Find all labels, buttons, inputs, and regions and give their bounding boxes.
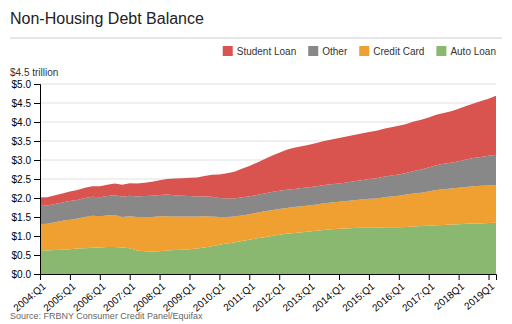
legend-item: Credit Card: [359, 46, 424, 57]
tick-label: 2019Q1: [462, 280, 497, 312]
tick-mark: [369, 274, 370, 280]
tick-label: $1.5: [12, 212, 32, 223]
tick-mark: [399, 274, 400, 280]
tick-label: 2017:Q1: [400, 280, 437, 313]
tick-label: $2.0: [12, 193, 32, 204]
tick-mark: [100, 274, 101, 280]
y-tick: $4.0: [12, 117, 40, 128]
y-tick: $4.5: [12, 98, 40, 109]
legend-label: Other: [322, 46, 348, 57]
grid-line: [40, 84, 496, 85]
tick-mark: [339, 274, 340, 280]
legend-label: Auto Loan: [450, 46, 496, 57]
tick-label: 2004:Q1: [11, 280, 48, 313]
tick-mark: [34, 255, 40, 256]
tick-label: 2006:Q1: [71, 280, 108, 313]
legend-item: Student Loan: [223, 46, 297, 57]
legend-label: Student Loan: [237, 46, 297, 57]
tick-mark: [219, 274, 220, 280]
tick-label: 2009:Q1: [161, 280, 198, 313]
y-label: $4.5 trillion: [10, 67, 58, 78]
x-tick: 2018Q1: [432, 274, 467, 312]
chart: Non-Housing Debt Balance Student Loan Othe…: [0, 0, 512, 324]
tick-label: 2007:Q1: [101, 280, 138, 313]
tick-mark: [34, 103, 40, 104]
tick-mark: [279, 274, 280, 280]
legend-item: Auto Loan: [436, 46, 496, 57]
tick-label: $2.5: [12, 174, 32, 185]
axis-line: [34, 85, 41, 275]
areas: [40, 96, 496, 274]
tick-mark: [34, 217, 40, 218]
x-tick: 2019Q1: [462, 274, 497, 312]
axis-line: [41, 275, 497, 281]
legend-label: Credit Card: [373, 46, 424, 57]
tick-label: $1.0: [12, 231, 32, 242]
tick-mark: [34, 122, 40, 123]
y-tick: $2.5: [12, 174, 40, 185]
tick-mark: [34, 236, 40, 237]
tick-label: $5.0: [12, 79, 32, 90]
tick-label: 2014:Q1: [310, 280, 347, 313]
tick-mark: [190, 274, 191, 280]
x-tick: 2017:Q1: [400, 274, 437, 313]
y-tick: $1.0: [12, 231, 40, 242]
tick-label: 2005:Q1: [41, 280, 78, 313]
y-tick: $3.0: [12, 155, 40, 166]
y-tick: $3.5: [12, 136, 40, 147]
x-axis: 2004:Q12005:Q12006:Q12007:Q12008:Q12009:…: [11, 274, 496, 313]
tick-mark: [309, 274, 310, 280]
tick-mark: [40, 274, 41, 280]
y-tick: $5.0: [12, 79, 40, 90]
y-tick: $1.5: [12, 212, 40, 223]
legend: Student Loan Other Credit Card Auto Loan: [223, 46, 496, 57]
tick-label: $4.5: [12, 98, 32, 109]
tick-label: $0.5: [12, 250, 32, 261]
tick-mark: [34, 141, 40, 142]
tick-label: $3.5: [12, 136, 32, 147]
legend-item: Other: [308, 46, 348, 57]
tick-label: 2008:Q1: [131, 280, 168, 313]
legend-swatch: [436, 46, 446, 56]
tick-mark: [489, 274, 490, 280]
tick-label: $0.0: [12, 269, 32, 280]
tick-mark: [249, 274, 250, 280]
title: Non-Housing Debt Balance: [10, 10, 204, 27]
y-tick: $0.0: [12, 269, 40, 280]
y-axis: $0.0 $0.5 $1.0 $1.5 $2.0 $2.5 $3.0 $3.5 $4.0 $4.5…: [12, 79, 41, 280]
tick-mark: [34, 274, 40, 275]
tick-mark: [160, 274, 161, 280]
plot: $0.0 $0.5 $1.0 $1.5 $2.0 $2.5 $3.0 $3.5 $4.0 $4.5…: [11, 79, 496, 314]
legend-swatch: [308, 46, 318, 56]
y-tick: $2.0: [12, 193, 40, 204]
tick-label: 2018Q1: [432, 280, 467, 312]
tick-mark: [34, 160, 40, 161]
tick-label: 2015:Q1: [340, 280, 377, 313]
grid: [40, 84, 496, 274]
tick-mark: [34, 84, 40, 85]
tick-mark: [34, 179, 40, 180]
tick-label: $3.0: [12, 155, 32, 166]
tick-mark: [459, 274, 460, 280]
tick-label: 2012:Q1: [250, 280, 287, 313]
tick-mark: [130, 274, 131, 280]
tick-label: 2013:Q1: [280, 280, 317, 313]
tick-mark: [34, 198, 40, 199]
legend-swatch: [359, 46, 369, 56]
tick-label: 2016:Q1: [370, 280, 407, 313]
y-tick: $0.5: [12, 250, 40, 261]
source: Source: FRBNY Consumer Credit Panel/Equi…: [10, 311, 203, 321]
tick-label: $4.0: [12, 117, 32, 128]
separator: [10, 38, 502, 39]
area: [40, 96, 496, 206]
tick-label: 2010:Q1: [191, 280, 228, 313]
tick-mark: [70, 274, 71, 280]
x-tick: 2010:Q1: [191, 274, 228, 313]
tick-mark: [429, 274, 430, 280]
legend-swatch: [223, 46, 233, 56]
grid-line: [40, 103, 496, 104]
